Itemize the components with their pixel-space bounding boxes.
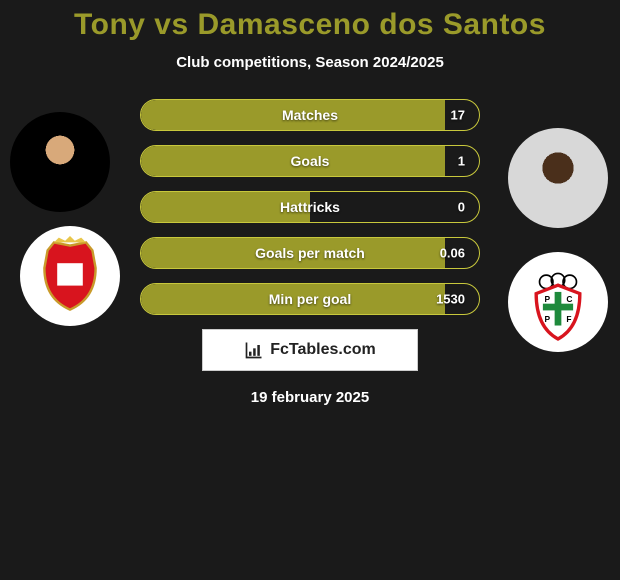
stat-row: Hattricks 0 (140, 191, 480, 223)
stats-list: Matches 17 Goals 1 Hattricks 0 Goals per… (140, 99, 480, 315)
stat-value: 17 (451, 108, 465, 123)
stat-row: Goals per match 0.06 (140, 237, 480, 269)
avatar-image (508, 128, 608, 228)
stat-value: 1 (458, 154, 465, 169)
stat-label: Hattricks (280, 199, 340, 215)
svg-text:P: P (545, 314, 551, 324)
stat-row: Goals 1 (140, 145, 480, 177)
stat-label: Goals (291, 153, 330, 169)
page-title: Tony vs Damasceno dos Santos (0, 8, 620, 42)
avatar-image (10, 112, 110, 212)
brand-text: FcTables.com (270, 341, 376, 359)
stat-row: Matches 17 (140, 99, 480, 131)
stat-label: Min per goal (269, 291, 351, 307)
svg-text:C: C (566, 294, 572, 304)
stat-row: Min per goal 1530 (140, 283, 480, 315)
chart-icon (244, 340, 264, 360)
subtitle: Club competitions, Season 2024/2025 (0, 54, 620, 71)
club-crest-right: P C P F (508, 252, 608, 352)
svg-text:P: P (545, 294, 551, 304)
player-avatar-right (508, 128, 608, 228)
club-crest-left (20, 226, 120, 326)
stat-label: Matches (282, 107, 338, 123)
brand-logo[interactable]: FcTables.com (202, 329, 418, 371)
svg-text:F: F (566, 314, 571, 324)
shield-icon (30, 236, 110, 316)
date-text: 19 february 2025 (0, 389, 620, 406)
stat-value: 1530 (436, 292, 465, 307)
stat-label: Goals per match (255, 245, 365, 261)
player-avatar-left (10, 112, 110, 212)
stat-value: 0 (458, 200, 465, 215)
stat-value: 0.06 (440, 246, 465, 261)
shield-icon: P C P F (516, 260, 600, 344)
